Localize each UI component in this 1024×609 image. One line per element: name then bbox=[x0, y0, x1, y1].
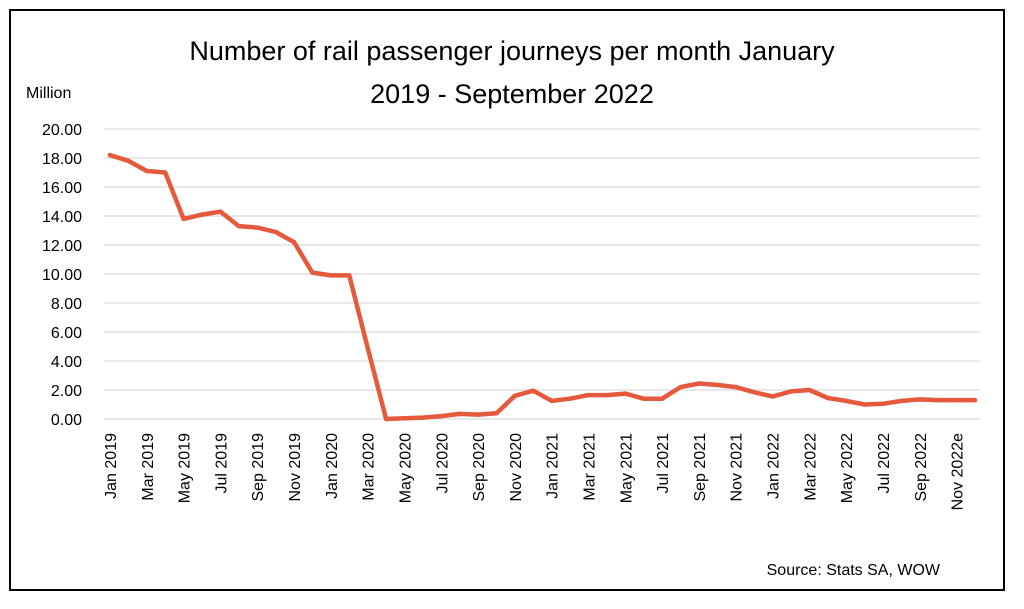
y-tick-label: 6.00 bbox=[51, 325, 82, 342]
data-point bbox=[383, 416, 389, 422]
data-point bbox=[862, 402, 867, 407]
x-tick-label: Sep 2021 bbox=[692, 433, 709, 502]
chart-frame bbox=[9, 9, 1005, 591]
x-tick-label: Nov 2021 bbox=[729, 433, 746, 502]
data-point bbox=[586, 392, 591, 398]
gridlines bbox=[104, 128, 980, 420]
data-point bbox=[420, 415, 426, 420]
source-note: Source: Stats SA, WOW bbox=[767, 562, 941, 579]
data-point bbox=[255, 225, 260, 230]
data-point bbox=[623, 391, 628, 396]
data-point bbox=[347, 273, 352, 278]
x-tick-label: Jan 2022 bbox=[766, 433, 783, 499]
x-tick-label: Mar 2019 bbox=[140, 433, 157, 501]
y-tick-label: 4.00 bbox=[51, 354, 82, 371]
data-point bbox=[531, 388, 536, 393]
y-tick-label: 8.00 bbox=[51, 296, 82, 313]
data-point bbox=[733, 384, 738, 390]
x-axis-ticks: Jan 2019 Mar 2019 May 2019 Jul 2019 Sep 2019… bbox=[103, 433, 967, 510]
x-tick-label: Mar 2021 bbox=[582, 433, 599, 501]
data-point bbox=[163, 170, 168, 175]
x-tick-label: Sep 2020 bbox=[471, 433, 488, 502]
data-point bbox=[788, 389, 794, 394]
data-point bbox=[365, 345, 370, 351]
data-point bbox=[696, 381, 702, 386]
data-point bbox=[641, 396, 646, 401]
data-point bbox=[310, 270, 315, 275]
data-point bbox=[770, 394, 775, 399]
data-point bbox=[715, 382, 720, 388]
data-point bbox=[475, 412, 481, 417]
data-point bbox=[199, 212, 205, 217]
data-point bbox=[181, 216, 186, 222]
y-axis-ticks: 0.00 2.00 4.00 6.00 8.00 10.00 12.00 14.00 16.00… bbox=[42, 122, 82, 429]
x-tick-label: May 2019 bbox=[177, 433, 194, 503]
data-point bbox=[439, 413, 444, 419]
x-tick-label: May 2021 bbox=[618, 433, 635, 503]
data-point bbox=[751, 389, 757, 395]
x-tick-label: Mar 2020 bbox=[361, 433, 378, 501]
x-tick-label: May 2020 bbox=[397, 433, 414, 503]
data-point bbox=[954, 397, 959, 403]
data-point bbox=[328, 273, 334, 278]
x-tick-label: Nov 2019 bbox=[287, 433, 304, 502]
x-tick-label: Jan 2019 bbox=[103, 433, 120, 499]
y-tick-label: 18.00 bbox=[42, 151, 82, 168]
data-point bbox=[567, 396, 573, 401]
data-point bbox=[807, 387, 812, 393]
y-tick-label: 20.00 bbox=[42, 122, 82, 139]
data-point bbox=[843, 398, 849, 404]
data-point bbox=[972, 397, 978, 403]
x-tick-label: Sep 2022 bbox=[913, 433, 930, 502]
data-point bbox=[604, 392, 610, 398]
data-point bbox=[144, 168, 150, 174]
x-tick-label: Sep 2019 bbox=[250, 433, 267, 502]
data-point bbox=[291, 239, 297, 245]
x-tick-label: Jan 2020 bbox=[324, 433, 341, 499]
series-layer bbox=[107, 152, 978, 422]
y-tick-label: 10.00 bbox=[42, 267, 82, 284]
data-point bbox=[107, 152, 113, 158]
data-point bbox=[457, 411, 462, 417]
data-point bbox=[935, 397, 941, 403]
data-point bbox=[402, 416, 407, 421]
x-tick-label: Nov 2020 bbox=[508, 433, 525, 502]
x-tick-label: Mar 2022 bbox=[802, 433, 819, 501]
data-point bbox=[126, 158, 131, 164]
y-tick-label: 12.00 bbox=[42, 238, 82, 255]
y-tick-label: 14.00 bbox=[42, 209, 82, 226]
data-point bbox=[899, 398, 904, 404]
data-point bbox=[825, 395, 830, 401]
x-tick-label: Nov 2022e bbox=[950, 433, 967, 510]
y-tick-label: 0.00 bbox=[51, 412, 82, 429]
data-point bbox=[659, 396, 665, 401]
y-unit-label: Million bbox=[26, 85, 71, 102]
x-tick-label: Jan 2021 bbox=[545, 433, 562, 499]
x-tick-label: Jul 2021 bbox=[655, 433, 672, 494]
data-point bbox=[494, 411, 499, 416]
x-tick-label: Jul 2019 bbox=[213, 433, 230, 494]
series-line bbox=[107, 152, 978, 422]
chart-title-line-2: 2019 - September 2022 bbox=[370, 79, 654, 109]
x-tick-label: May 2022 bbox=[839, 433, 856, 503]
data-point bbox=[549, 398, 554, 404]
data-point bbox=[512, 393, 518, 398]
data-point bbox=[678, 384, 683, 390]
y-tick-label: 2.00 bbox=[51, 383, 82, 400]
data-point bbox=[880, 401, 886, 406]
data-point bbox=[273, 229, 278, 235]
data-point bbox=[917, 397, 922, 402]
y-tick-label: 16.00 bbox=[42, 180, 82, 197]
x-tick-label: Jul 2020 bbox=[434, 433, 451, 494]
x-tick-label: Jul 2022 bbox=[876, 433, 893, 494]
data-point bbox=[218, 209, 223, 214]
chart-title-line-1: Number of rail passenger journeys per mo… bbox=[189, 36, 835, 66]
data-point bbox=[236, 223, 242, 229]
